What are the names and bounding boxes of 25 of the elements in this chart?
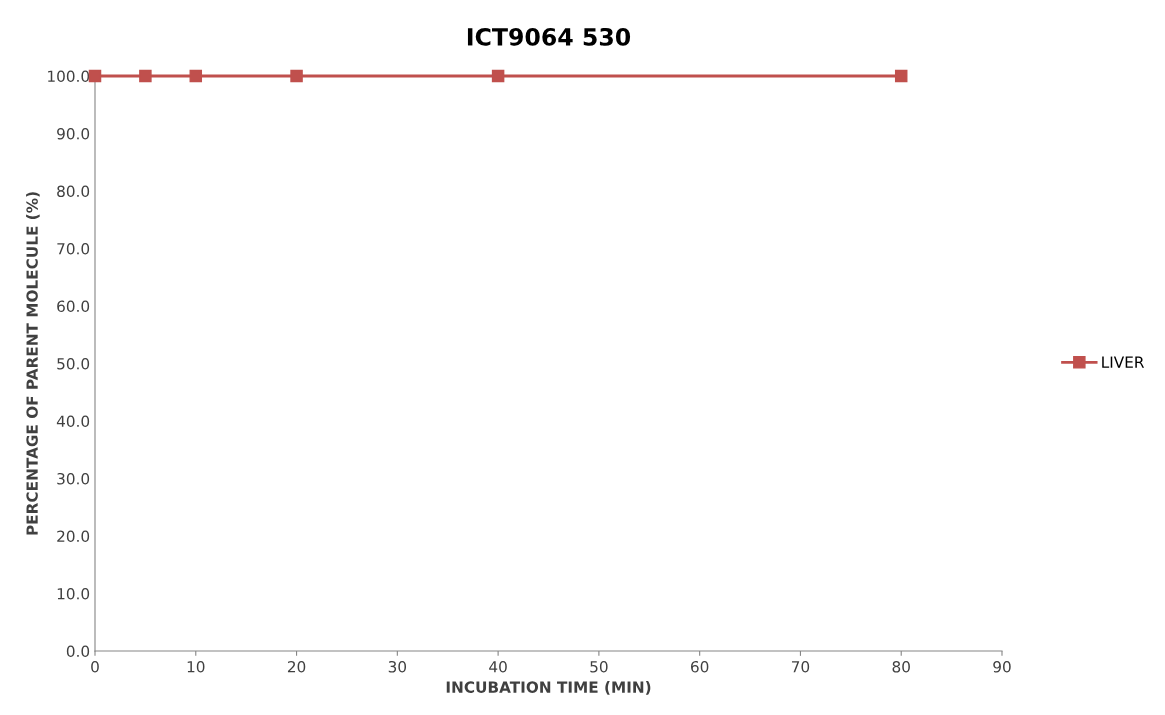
x-tick-label: 80 [892, 660, 910, 673]
x-tick-label: 10 [187, 660, 205, 673]
legend-label: LIVER [1102, 356, 1145, 368]
y-tick-label: 30.0 [57, 472, 90, 485]
y-tick-label: 40.0 [56, 415, 90, 428]
y-axis-title: PERCENTAGE OF PARENT MOLECULE (%) [26, 192, 40, 535]
x-tick-label: 60 [691, 660, 709, 673]
y-tick-label: 90.0 [57, 127, 90, 140]
x-tick-label: 50 [590, 660, 608, 673]
chart-title: ICT9064 530 [467, 27, 631, 46]
x-tick-label: 20 [287, 660, 306, 673]
x-tick-label: 30 [388, 660, 407, 673]
y-tick-label: 80.0 [57, 185, 90, 198]
y-tick-label: 20.0 [57, 530, 90, 543]
y-tick-label: 0.0 [66, 645, 90, 658]
x-axis-title: INCUBATION TIME (MIN) [446, 681, 651, 695]
y-tick-label: 60.0 [57, 300, 90, 313]
y-tick-label: 50.0 [57, 357, 90, 370]
y-tick-label: 100.0 [48, 70, 90, 83]
x-tick-label: 70 [791, 660, 810, 673]
y-tick-label: 70.0 [57, 242, 90, 255]
x-tick-label: 40 [489, 660, 507, 673]
x-tick-label: 0 [91, 660, 99, 673]
x-tick-label: 90 [993, 660, 1011, 673]
y-tick-label: 10.0 [57, 587, 90, 600]
